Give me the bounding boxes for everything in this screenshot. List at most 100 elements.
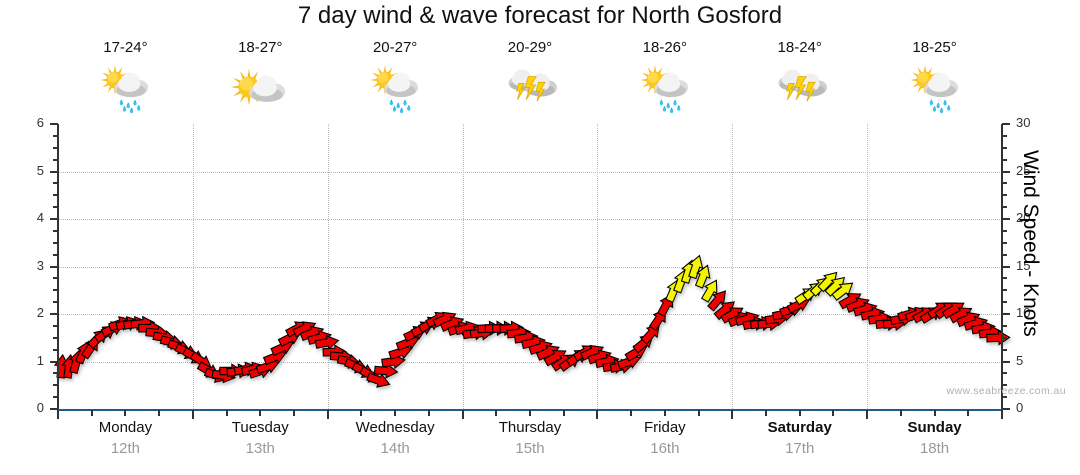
day-name: Tuesday	[231, 419, 289, 436]
page-title: 7 day wind & wave forecast for North Gos…	[297, 2, 783, 29]
tick-bottom	[832, 410, 835, 416]
tick-right-minor	[1002, 206, 1007, 209]
tick-left-minor	[53, 158, 58, 161]
sun-cloud-icon	[193, 58, 328, 118]
tick-bottom	[394, 410, 397, 416]
tick-right-minor	[1002, 324, 1007, 327]
tick-left-minor	[53, 384, 58, 387]
temperature-range: 18-26°	[642, 39, 688, 56]
tick-right-minor	[1002, 194, 1007, 197]
tick-bottom	[899, 410, 902, 416]
tick-left-major	[50, 313, 58, 315]
day-label-tuesday[interactable]: Tuesday 13th	[193, 418, 328, 459]
day-date: 12th	[110, 440, 141, 457]
wind-arrow	[986, 329, 1011, 346]
tick-left-minor	[53, 336, 58, 339]
gridline-h	[58, 361, 1002, 363]
day-label-wednesday[interactable]: Wednesday 14th	[328, 418, 463, 459]
wind-arrows-group	[53, 254, 1011, 388]
day-date: 16th	[650, 440, 680, 457]
y-right-tick-label: 10	[1016, 305, 1031, 320]
day-label-saturday[interactable]: Saturday 17th	[732, 418, 867, 459]
tick-right-minor	[1002, 348, 1007, 351]
tick-left-minor	[53, 301, 58, 304]
tick-right-major	[1002, 408, 1010, 410]
tick-left-minor	[53, 324, 58, 327]
y-axis-left-line	[57, 124, 59, 409]
sun-cloud-rain-icon	[597, 58, 732, 118]
tick-left-minor	[53, 182, 58, 185]
tick-left-minor	[53, 229, 58, 232]
tick-bottom	[225, 410, 228, 416]
day-label-sunday[interactable]: Sunday 18th	[867, 418, 1002, 459]
tick-right-major	[1002, 123, 1010, 125]
tick-left-minor	[53, 206, 58, 209]
day-label-monday[interactable]: Monday 12th	[58, 418, 193, 459]
day-header-sunday: 18-25°	[867, 38, 1002, 116]
tick-left-minor	[53, 253, 58, 256]
tick-bottom	[630, 410, 633, 416]
day-name: Monday	[98, 419, 153, 436]
gridline-v	[597, 124, 599, 409]
tick-left-minor	[53, 194, 58, 197]
gridline-v	[192, 124, 194, 409]
tick-right-minor	[1002, 182, 1007, 185]
gridline-v	[462, 124, 464, 409]
day-label-friday[interactable]: Friday 16th	[597, 418, 732, 459]
tick-right-minor	[1002, 336, 1007, 339]
tick-right-minor	[1002, 277, 1007, 280]
day-header-saturday: 18-24°	[732, 38, 867, 116]
tick-bottom	[57, 410, 59, 419]
tick-bottom	[1001, 410, 1003, 419]
day-header-monday: 17-24°	[58, 38, 193, 116]
tick-right-minor	[1002, 253, 1007, 256]
day-name: Sunday	[907, 419, 962, 436]
tick-bottom	[697, 410, 700, 416]
tick-right-minor	[1002, 229, 1007, 232]
tick-bottom	[326, 410, 329, 419]
tick-left-minor	[53, 348, 58, 351]
y-left-tick-label: 2	[36, 305, 44, 320]
day-date: 18th	[919, 440, 950, 457]
y-right-tick-label: 15	[1016, 257, 1031, 273]
cloud-lightning-icon	[732, 58, 867, 118]
temperature-range: 17-24°	[103, 39, 148, 56]
tick-bottom	[798, 410, 801, 416]
y-right-tick-label: 20	[1016, 210, 1031, 225]
tick-right-major	[1002, 170, 1010, 173]
tick-bottom	[360, 410, 363, 416]
tick-bottom	[765, 410, 767, 416]
tick-bottom	[731, 410, 734, 419]
day-label-strip: Monday 12th Tuesday 13th Wednesday 14th Thu…	[0, 418, 1080, 468]
day-name: Thursday	[498, 419, 562, 436]
tick-left-minor	[53, 277, 58, 280]
wind-arrow	[694, 264, 711, 289]
day-header-tuesday: 18-27°	[193, 38, 328, 116]
wind-arrow	[831, 282, 854, 301]
gridline-h	[58, 266, 1002, 268]
tick-bottom	[90, 410, 93, 416]
wind-arrow	[700, 279, 718, 303]
y-right-tick-label: 0	[1016, 400, 1024, 415]
sun-cloud-rain-icon	[867, 58, 1002, 118]
sun-cloud-rain-icon	[58, 58, 193, 118]
temperature-range: 18-25°	[912, 39, 957, 56]
sun-cloud-rain-icon	[328, 58, 463, 118]
tick-right-minor	[1002, 146, 1007, 149]
tick-right-minor	[1002, 396, 1007, 399]
gridline-v	[867, 124, 869, 409]
tick-left-minor	[53, 372, 58, 375]
tick-right-minor	[1002, 134, 1007, 137]
tick-left-minor	[53, 289, 58, 292]
tick-bottom	[124, 410, 127, 416]
tick-bottom	[461, 410, 464, 419]
day-name: Wednesday	[355, 419, 435, 436]
temperature-range: 20-29°	[507, 39, 553, 56]
day-label-thursday[interactable]: Thursday 15th	[463, 418, 598, 459]
gridline-v	[327, 124, 329, 409]
tick-right-minor	[1002, 301, 1007, 304]
day-date: 14th	[380, 440, 410, 457]
tick-right-minor	[1002, 158, 1007, 161]
tick-left-minor	[53, 146, 58, 149]
tick-bottom	[293, 410, 295, 416]
